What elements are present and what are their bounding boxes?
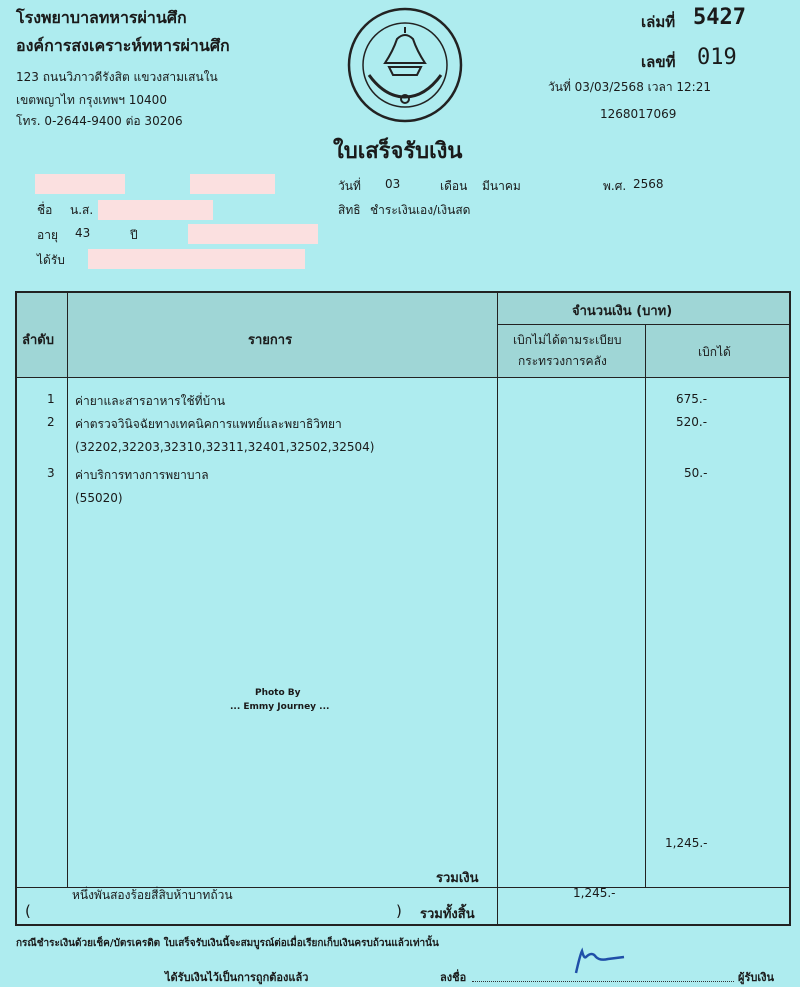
column-header-claim: เบิกได้: [698, 345, 731, 359]
row-no: 1: [47, 392, 55, 406]
subtotal-label: รวมเงิน: [436, 871, 479, 886]
receipt-number: 019: [697, 45, 737, 70]
org-parent: องค์การสงเคราะห์ทหารผ่านศึก: [16, 36, 230, 55]
payment-note: กรณีชำระเงินด้วยเช็ค/บัตรเครดิต ใบเสร็จร…: [16, 938, 439, 949]
row-no: 3: [47, 466, 55, 480]
table-header-fill: [15, 292, 790, 378]
name-prefix: น.ส.: [70, 203, 94, 217]
receiver-label: ผู้รับเงิน: [738, 971, 774, 984]
age-label: อายุ: [37, 228, 58, 242]
redacted-field: [188, 224, 318, 244]
signature-line: [472, 981, 734, 982]
total-value: 1,245.-: [573, 886, 616, 900]
redacted-field: [35, 174, 125, 194]
right-value: ชำระเงินเอง/เงินสด: [370, 203, 471, 217]
day-value: 03: [385, 177, 401, 191]
redacted-name: [98, 200, 213, 220]
sign-label: ลงชื่อ: [440, 971, 467, 984]
watermark-line1: Photo By: [255, 688, 301, 698]
row-claim: 50.-: [684, 466, 708, 480]
column-header-amount: จำนวนเงิน (บาท): [572, 304, 673, 319]
year-value: 2568: [633, 177, 664, 191]
issue-datetime: วันที่ 03/03/2568 เวลา 12:21: [548, 80, 711, 94]
book-label: เล่มที่: [641, 13, 676, 31]
close-paren: ): [396, 902, 402, 920]
total-label: รวมทั้งสิ้น: [420, 907, 475, 922]
row-item: ค่ายาและสารอาหารใช้ที่บ้าน: [75, 394, 226, 408]
reference-number: 1268017069: [600, 107, 677, 121]
phone: โทร. 0-2644-9400 ต่อ 30206: [16, 114, 183, 128]
document-title: ใบเสร็จรับเงิน: [333, 139, 463, 164]
redacted-field: [190, 174, 275, 194]
watermark-line2: ... Emmy Journey ...: [230, 702, 330, 712]
amount-in-words: หนึ่งพันสองร้อยสี่สิบห้าบาทถ้วน: [72, 888, 233, 902]
organization-seal-logo: [347, 7, 463, 123]
received-label: ได้รับ: [37, 253, 65, 267]
row-claim: 520.-: [676, 415, 708, 429]
age-unit: ปี: [130, 228, 138, 242]
row-item: (32202,32203,32310,32311,32401,32502,325…: [75, 440, 375, 454]
redacted-field: [88, 249, 305, 269]
signature-mark: [574, 947, 625, 974]
month-value: มีนาคม: [482, 179, 521, 193]
confirm-text: ได้รับเงินไว้เป็นการถูกต้องแล้ว: [165, 971, 309, 984]
address-line-1: 123 ถนนวิภาวดีรังสิต แขวงสามเสนใน: [16, 70, 218, 84]
column-header-no: ลำดับ: [22, 333, 54, 348]
month-label: เดือน: [440, 179, 468, 193]
name-label: ชื่อ: [37, 203, 53, 217]
open-paren: (: [25, 902, 31, 920]
row-item: ค่าตรวจวินิจฉัยทางเทคนิคการแพทย์และพยาธิ…: [75, 417, 342, 431]
row-item: ค่าบริการทางการพยาบาล: [75, 468, 209, 482]
row-claim: 675.-: [676, 392, 708, 406]
column-header-nonclaim-line2: กระทรวงการคลัง: [518, 354, 607, 368]
row-no: 2: [47, 415, 55, 429]
day-label: วันที่: [338, 179, 361, 193]
column-header-item: รายการ: [248, 333, 293, 348]
age-value: 43: [75, 226, 91, 240]
right-label: สิทธิ: [338, 203, 361, 217]
year-label: พ.ศ.: [603, 179, 627, 193]
subtotal-value: 1,245.-: [665, 836, 708, 850]
number-label: เลขที่: [641, 53, 676, 71]
row-item: (55020): [75, 491, 123, 505]
column-header-nonclaim-line1: เบิกไม่ได้ตามระเบียบ: [513, 333, 622, 347]
book-number: 5427: [693, 5, 746, 30]
address-line-2: เขตพญาไท กรุงเทพฯ 10400: [16, 93, 167, 107]
org-name: โรงพยาบาลทหารผ่านศึก: [16, 8, 187, 27]
